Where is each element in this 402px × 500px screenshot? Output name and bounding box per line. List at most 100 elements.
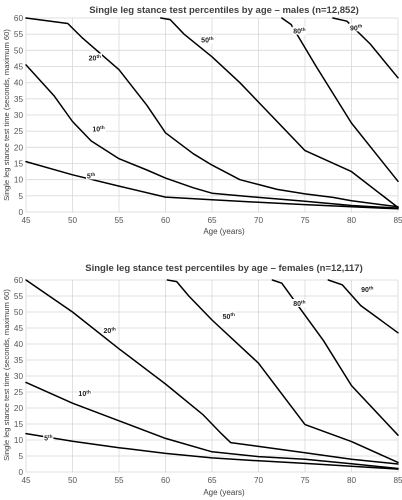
females-y-tick-label: 0: [18, 468, 23, 477]
males-y-tick-label: 60: [14, 14, 24, 23]
males-percentile-number-80th: 80: [293, 29, 301, 36]
males-chart-panel: Single leg stance test percentiles by ag…: [2, 5, 402, 236]
females-x-tick-label: 75: [300, 476, 310, 485]
males-x-tick-label: 80: [347, 216, 357, 225]
females-label-bg-5th: [43, 433, 54, 442]
males-percentile-suffix-5th: th: [91, 172, 96, 178]
males-label-bg-50th: [200, 35, 215, 44]
females-percentile-suffix-90th: th: [369, 286, 374, 292]
males-x-tick-label: 85: [393, 216, 402, 225]
males-percentile-label-20th: 20th: [89, 54, 101, 63]
males-x-tick-label: 50: [68, 216, 78, 225]
males-y-tick-label: 45: [14, 63, 24, 72]
males-x-tick-label: 60: [161, 216, 171, 225]
females-y-tick-label: 60: [14, 276, 24, 285]
males-x-tick-label: 75: [300, 216, 310, 225]
males-series-20th-line: [25, 17, 399, 208]
females-label-bg-50th: [221, 311, 236, 320]
females-y-tick-label: 25: [14, 388, 24, 397]
females-y-tick-label: 10: [14, 436, 24, 445]
females-percentile-number-10th: 10: [78, 391, 86, 398]
females-percentile-number-50th: 50: [223, 314, 231, 321]
females-y-tick-label: 45: [14, 324, 24, 333]
females-y-tick-label: 30: [14, 372, 24, 381]
females-x-tick-label: 70: [254, 476, 264, 485]
males-percentile-label-50th: 50th: [201, 36, 213, 45]
males-label-bg-10th: [91, 124, 106, 133]
females-percentile-label-20th: 20th: [104, 327, 116, 336]
females-percentile-number-80th: 80: [293, 301, 301, 308]
males-y-tick-labels: 0 5 10 15 20 25 30 35 40 45 50 55 60: [14, 14, 24, 217]
females-chart-panel: Single leg stance test percentiles by ag…: [2, 263, 402, 497]
males-y-tick-label: 50: [14, 46, 24, 55]
females-series-50th-line: [166, 279, 399, 464]
females-percentile-label-80th: 80th: [293, 299, 305, 308]
males-y-tick-label: 20: [14, 143, 24, 152]
females-label-bg-10th: [77, 388, 92, 397]
females-y-axis-title: Single leg stance test time (seconds, ma…: [2, 289, 11, 461]
males-label-bg-20th: [87, 53, 103, 62]
females-percentile-label-90th: 90th: [361, 286, 373, 295]
males-percentile-suffix-20th: th: [96, 54, 101, 60]
females-x-tick-label: 55: [114, 476, 124, 485]
females-percentile-number-90th: 90: [361, 287, 369, 294]
males-percentile-suffix-10th: th: [100, 125, 105, 131]
females-percentile-label-50th: 50th: [223, 312, 235, 321]
females-percentile-label-5th: 5th: [44, 434, 53, 443]
males-y-tick-label: 0: [18, 208, 23, 217]
males-percentile-label-10th: 10th: [92, 125, 104, 134]
males-series-lines: [25, 17, 399, 210]
females-series-80th-line: [271, 279, 399, 436]
males-percentile-suffix-90th: th: [358, 24, 363, 30]
males-percentile-label-80th: 80th: [293, 27, 305, 36]
females-series-5th-line: [25, 432, 399, 470]
females-y-tick-label: 40: [14, 340, 24, 349]
males-y-tick-label: 10: [14, 176, 24, 185]
females-series-lines: [25, 279, 399, 470]
females-percentile-number-20th: 20: [104, 328, 112, 335]
males-y-tick-label: 35: [14, 95, 24, 104]
females-percentile-suffix-50th: th: [230, 312, 235, 318]
males-series-90th-line: [332, 17, 399, 79]
males-x-tick-labels: 45 50 55 60 65 70 75 80 85: [21, 216, 402, 225]
males-percentile-label-90th: 90th: [350, 24, 362, 33]
females-y-tick-labels: 0 5 10 15 20 25 30 35 40 45 50 55 60: [14, 276, 24, 477]
females-x-tick-labels: 45 50 55 60 65 70 75 80 85: [21, 476, 402, 485]
males-label-bg-5th: [86, 171, 97, 180]
females-y-tick-label: 55: [14, 292, 24, 301]
females-percentile-suffix-80th: th: [301, 299, 306, 305]
females-series-20th-line: [25, 279, 399, 465]
males-y-tick-label: 40: [14, 79, 24, 88]
males-label-bg-80th: [292, 26, 307, 35]
males-y-tick-label: 5: [18, 192, 23, 201]
females-y-tick-label: 50: [14, 308, 24, 317]
females-y-tick-label: 35: [14, 356, 24, 365]
males-y-tick-label: 55: [14, 30, 24, 39]
males-percentile-label-5th: 5th: [87, 172, 96, 181]
males-y-tick-label: 15: [14, 160, 24, 169]
females-x-tick-label: 50: [68, 476, 78, 485]
females-series-10th-line: [25, 381, 399, 470]
females-x-tick-label: 60: [161, 476, 171, 485]
females-series-90th-line: [327, 279, 399, 334]
females-percentile-suffix-10th: th: [86, 389, 91, 395]
females-label-bg-20th: [102, 326, 117, 335]
females-percentile-label-10th: 10th: [78, 389, 90, 398]
males-label-bg-90th: [348, 23, 364, 32]
males-y-tick-label: 30: [14, 111, 24, 120]
males-y-axis-title: Single leg stance test time (seconds, ma…: [2, 29, 11, 201]
females-chart-title: Single leg stance test percentiles by ag…: [85, 263, 362, 274]
males-gridlines: [25, 17, 399, 213]
females-y-tick-label: 5: [18, 452, 23, 461]
males-x-tick-label: 65: [207, 216, 217, 225]
males-series-50th-line: [160, 17, 399, 209]
females-percentile-suffix-5th: th: [48, 434, 53, 440]
males-percentile-suffix-80th: th: [301, 27, 306, 33]
males-percentile-number-50th: 50: [201, 38, 209, 45]
females-label-bg-80th: [292, 299, 307, 307]
males-percentile-suffix-50th: th: [209, 36, 214, 42]
males-chart-title: Single leg stance test percentiles by ag…: [89, 5, 359, 16]
